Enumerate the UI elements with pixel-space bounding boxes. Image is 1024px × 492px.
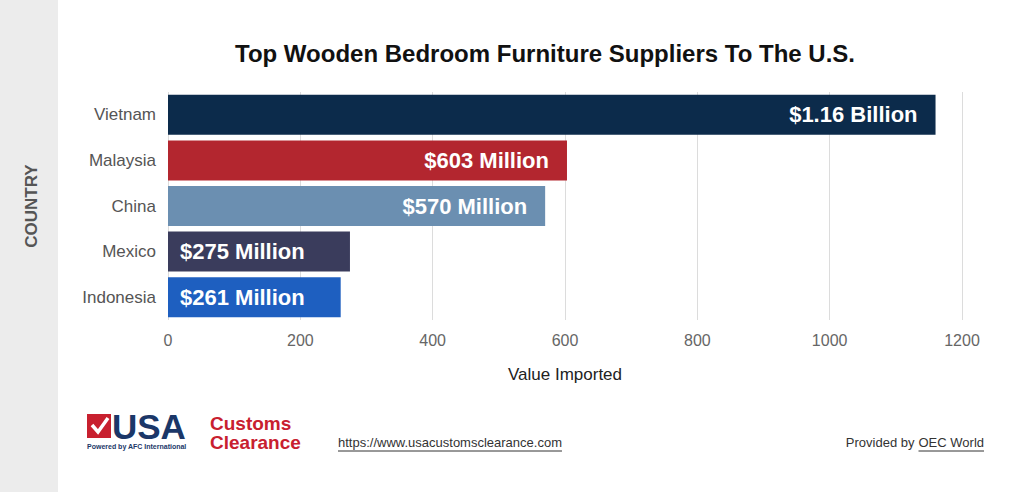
svg-text:USA: USA [112, 407, 186, 446]
svg-text:1200: 1200 [944, 332, 980, 349]
svg-text:Clearance: Clearance [210, 432, 301, 453]
svg-text:$570 Million: $570 Million [402, 194, 527, 219]
svg-text:200: 200 [287, 332, 314, 349]
svg-text:Top Wooden Bedroom Furniture S: Top Wooden Bedroom Furniture Suppliers T… [235, 40, 855, 67]
svg-text:1000: 1000 [812, 332, 848, 349]
svg-text:Mexico: Mexico [102, 242, 156, 261]
svg-text:Malaysia: Malaysia [89, 151, 157, 170]
svg-text:OEC World: OEC World [919, 435, 985, 450]
svg-text:$275 Million: $275 Million [180, 239, 305, 264]
svg-text:800: 800 [684, 332, 711, 349]
svg-text:600: 600 [552, 332, 579, 349]
svg-text:400: 400 [419, 332, 446, 349]
svg-text:Provided by: Provided by [846, 435, 915, 450]
svg-text:Customs: Customs [210, 413, 291, 434]
svg-text:https://www.usacustomsclearanc: https://www.usacustomsclearance.com [338, 435, 562, 450]
svg-text:Value Imported: Value Imported [508, 365, 622, 384]
svg-text:$1.16 Billion: $1.16 Billion [789, 102, 917, 127]
svg-text:Vietnam: Vietnam [94, 105, 156, 124]
svg-text:$261 Million: $261 Million [180, 285, 305, 310]
svg-text:$603 Million: $603 Million [424, 148, 549, 173]
svg-text:COUNTRY: COUNTRY [22, 164, 41, 248]
svg-text:Indonesia: Indonesia [82, 288, 156, 307]
svg-text:China: China [112, 197, 157, 216]
svg-text:0: 0 [164, 332, 173, 349]
svg-text:Powered by AFC International: Powered by AFC International [87, 443, 186, 451]
